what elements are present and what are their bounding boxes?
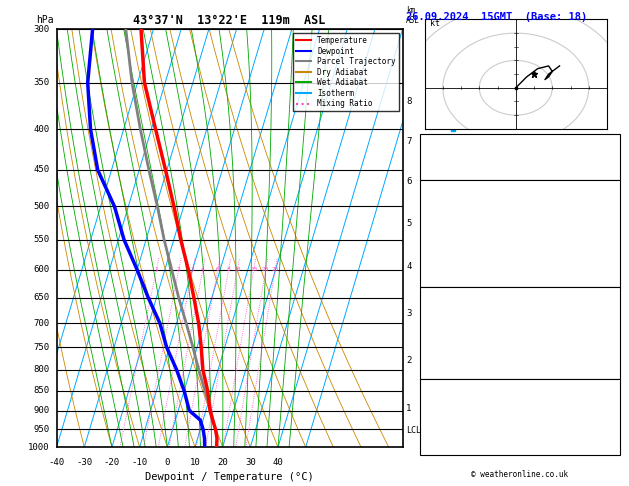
Text: 0: 0 [611, 259, 616, 269]
Text: 320: 320 [599, 320, 616, 330]
Text: -40: -40 [48, 458, 65, 467]
Text: 107: 107 [599, 397, 616, 407]
Text: 1: 1 [155, 267, 159, 272]
Text: 15: 15 [250, 267, 257, 272]
Text: 11: 11 [604, 335, 616, 346]
Text: 14: 14 [604, 136, 616, 146]
Text: 925: 925 [599, 305, 616, 315]
Text: PW (cm): PW (cm) [425, 167, 466, 177]
Text: 750: 750 [33, 343, 50, 352]
Text: 400: 400 [33, 124, 50, 134]
Title: 43°37'N  13°22'E  119m  ASL: 43°37'N 13°22'E 119m ASL [133, 14, 326, 27]
Text: Pressure (mb): Pressure (mb) [425, 305, 501, 315]
Text: EH: EH [425, 397, 437, 407]
Text: -20: -20 [104, 458, 120, 467]
Text: 10: 10 [233, 267, 241, 272]
Text: 600: 600 [33, 265, 50, 274]
Text: 0: 0 [165, 458, 170, 467]
Text: 0: 0 [611, 366, 616, 376]
Text: θₑ (K): θₑ (K) [425, 320, 460, 330]
Text: Mixing Ratio (g/kg): Mixing Ratio (g/kg) [426, 194, 435, 282]
Text: SREH: SREH [425, 412, 448, 422]
Text: 137: 137 [599, 412, 616, 422]
Text: 700: 700 [33, 319, 50, 328]
Text: Surface: Surface [499, 182, 540, 192]
Text: 30: 30 [245, 458, 256, 467]
Text: Totals Totals: Totals Totals [425, 152, 501, 162]
Text: -10: -10 [131, 458, 148, 467]
Text: StmSpd (kt): StmSpd (kt) [425, 442, 490, 452]
Text: hPa: hPa [36, 15, 53, 25]
Text: 350: 350 [33, 78, 50, 87]
Text: 850: 850 [33, 386, 50, 395]
Text: CIN (J): CIN (J) [425, 274, 466, 284]
Text: 1: 1 [406, 404, 411, 413]
Text: 6: 6 [406, 177, 411, 186]
Text: 450: 450 [33, 165, 50, 174]
Text: -30: -30 [76, 458, 92, 467]
Text: 500: 500 [33, 202, 50, 211]
Text: 2.66: 2.66 [593, 167, 616, 177]
Text: CAPE (J): CAPE (J) [425, 350, 472, 361]
Text: Hodograph: Hodograph [493, 381, 547, 391]
Text: 299°: 299° [593, 427, 616, 437]
Text: 650: 650 [33, 293, 50, 302]
Text: CIN (J): CIN (J) [425, 366, 466, 376]
Text: 11: 11 [604, 243, 616, 254]
Text: 2: 2 [177, 267, 181, 272]
Text: Dewpoint / Temperature (°C): Dewpoint / Temperature (°C) [145, 472, 314, 482]
Text: kt: kt [430, 19, 440, 28]
Text: 550: 550 [33, 235, 50, 244]
Text: 0: 0 [611, 274, 616, 284]
Text: K: K [425, 136, 431, 146]
Text: 950: 950 [33, 425, 50, 434]
Legend: Temperature, Dewpoint, Parcel Trajectory, Dry Adiabat, Wet Adiabat, Isotherm, Mi: Temperature, Dewpoint, Parcel Trajectory… [292, 33, 399, 111]
Text: 6: 6 [216, 267, 220, 272]
Text: 1000: 1000 [28, 443, 50, 451]
Text: 2: 2 [406, 356, 411, 365]
Text: 17: 17 [604, 442, 616, 452]
Text: 10: 10 [189, 458, 201, 467]
Text: 20: 20 [217, 458, 228, 467]
Text: km
ASL: km ASL [406, 5, 420, 25]
Text: θₑ(K): θₑ(K) [425, 228, 455, 238]
Text: 5: 5 [406, 219, 411, 228]
Text: 800: 800 [33, 365, 50, 374]
Text: 0: 0 [611, 350, 616, 361]
Text: 900: 900 [33, 406, 50, 415]
Text: © weatheronline.co.uk: © weatheronline.co.uk [471, 469, 569, 479]
Text: Dewp (°C): Dewp (°C) [425, 213, 478, 223]
Text: 3: 3 [191, 267, 194, 272]
Text: 26.09.2024  15GMT  (Base: 18): 26.09.2024 15GMT (Base: 18) [406, 12, 587, 22]
Text: Lifted Index: Lifted Index [425, 243, 496, 254]
Text: Lifted Index: Lifted Index [425, 335, 496, 346]
Text: 8: 8 [227, 267, 231, 272]
Text: 3: 3 [406, 309, 411, 318]
Text: 300: 300 [33, 25, 50, 34]
Text: 8: 8 [406, 98, 411, 106]
Text: 13.5: 13.5 [593, 213, 616, 223]
Text: Temp (°C): Temp (°C) [425, 197, 478, 208]
Text: 17.8: 17.8 [593, 197, 616, 208]
Text: 7: 7 [406, 138, 411, 146]
Text: LCL: LCL [406, 426, 421, 434]
Text: 20: 20 [262, 267, 269, 272]
Text: 29: 29 [604, 152, 616, 162]
Text: 318: 318 [599, 228, 616, 238]
Text: Most Unstable: Most Unstable [482, 289, 558, 299]
Text: 25: 25 [271, 267, 279, 272]
Text: CAPE (J): CAPE (J) [425, 259, 472, 269]
Text: 40: 40 [272, 458, 284, 467]
Text: 4: 4 [406, 262, 411, 271]
Text: StmDir: StmDir [425, 427, 460, 437]
Text: 4: 4 [201, 267, 204, 272]
